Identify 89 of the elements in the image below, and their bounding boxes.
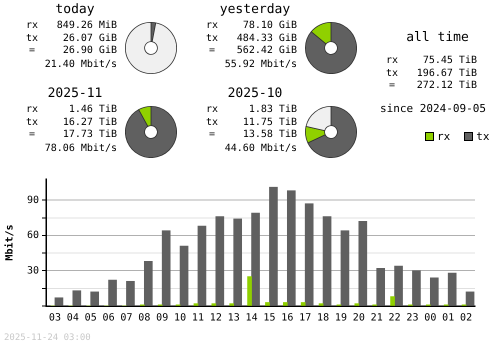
x-tick-label: 00 (424, 312, 436, 324)
chart-title: 2025-10 (226, 86, 284, 101)
bar (358, 221, 368, 306)
text: tx 484.33 GiB (206, 32, 297, 44)
x-tick-label: 10 (174, 312, 186, 324)
x-tick-label: 20 (352, 312, 365, 324)
bar (162, 230, 171, 306)
x-tick-label: 11 (192, 312, 204, 324)
text: since 2024-09-05 (380, 102, 486, 114)
x-tick-label: 16 (281, 312, 294, 324)
bar (180, 246, 188, 306)
bar (215, 216, 224, 306)
x-tick-label: 08 (138, 312, 150, 324)
bar (376, 268, 386, 306)
bar (318, 303, 324, 306)
y-axis-title: Mbit/s (4, 224, 16, 261)
text: = 26.90 GiB (28, 45, 117, 56)
text: = 562.42 GiB (208, 45, 297, 56)
y-tick-label: 30 (26, 265, 39, 276)
bar (430, 277, 439, 306)
bar (251, 212, 260, 306)
x-tick-label: 09 (156, 312, 168, 324)
y-tick-label: 60 (26, 230, 39, 242)
text: 78.06 Mbit/s (44, 142, 117, 155)
text: rx 1.46 TiB (26, 104, 117, 115)
bar (54, 297, 64, 306)
x-tick-label: 21 (370, 312, 383, 324)
bar (340, 230, 350, 306)
x-tick-label: 19 (334, 312, 347, 324)
bar (247, 276, 252, 306)
text: rx 78.10 GiB (206, 20, 297, 31)
text: rx 1.83 TiB (206, 104, 297, 115)
x-tick-label: 15 (263, 312, 276, 324)
text: tx 196.67 TiB (386, 68, 477, 78)
text: tx 26.07 GiB (26, 32, 117, 44)
bar (300, 302, 306, 306)
y-tick-label: 90 (26, 194, 39, 206)
bar (144, 260, 153, 306)
x-tick-label: 01 (442, 312, 454, 324)
bar (322, 216, 332, 306)
chart-title: today (54, 2, 96, 17)
bar (448, 272, 457, 306)
legend-label: tx (476, 130, 490, 143)
bar (390, 296, 395, 306)
bar (269, 186, 278, 306)
text: tx 16.27 TiB (26, 116, 117, 128)
x-tick-label: 18 (317, 312, 330, 324)
x-tick-label: 03 (48, 312, 61, 324)
x-tick-label: 13 (228, 312, 240, 324)
x-tick-label: 22 (388, 312, 401, 324)
bar (90, 292, 100, 306)
x-tick-label: 04 (66, 312, 79, 324)
bar (211, 303, 216, 306)
bar (304, 203, 314, 306)
bar (354, 303, 360, 306)
text: 21.40 Mbit/s (44, 58, 117, 71)
text: = 17.73 TiB (28, 129, 117, 140)
bar (108, 280, 117, 306)
x-tick-label: 12 (210, 312, 222, 324)
bar (265, 302, 270, 306)
x-tick-label: 05 (84, 312, 97, 324)
chart-title: 2025-11 (46, 86, 104, 101)
text: 44.60 Mbit/s (224, 142, 297, 155)
bar (394, 266, 403, 306)
text: all time (405, 30, 470, 45)
x-tick-label: 23 (406, 312, 418, 324)
bar (194, 303, 198, 306)
bar (466, 292, 474, 306)
text: = 272.12 TiB (388, 80, 477, 91)
bar (198, 226, 206, 306)
bar (412, 270, 421, 306)
x-tick-label: 07 (120, 312, 132, 324)
bar (72, 290, 82, 306)
x-tick-label: 06 (102, 312, 115, 324)
text: 55.92 Mbit/s (224, 58, 297, 71)
bar (126, 280, 135, 306)
text: = 13.58 TiB (208, 129, 297, 140)
x-tick-label: 17 (299, 312, 312, 324)
bar (282, 302, 288, 306)
bar (233, 218, 242, 306)
x-tick-label: 14 (246, 312, 258, 324)
bar (286, 190, 296, 306)
text: tx 11.75 TiB (206, 116, 297, 128)
legend-label: rx (437, 130, 450, 143)
text: rx 849.26 MiB (26, 20, 117, 31)
text: rx 75.45 TiB (386, 55, 477, 66)
x-tick-label: 02 (460, 312, 472, 324)
chart-title: yesterday (218, 2, 292, 17)
bar (229, 303, 234, 306)
